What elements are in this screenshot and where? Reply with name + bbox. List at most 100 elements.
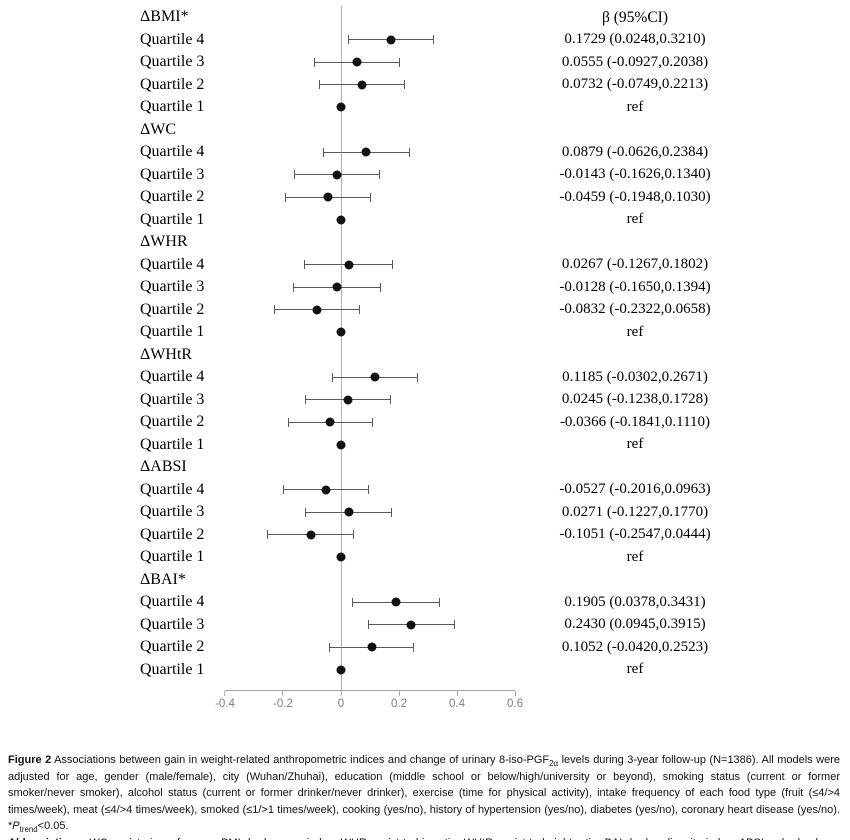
beta-ci-value: 0.1905 (0.0378,0.3431) [564,593,706,610]
beta-ci-value: -0.0143 (-0.1626,0.1340) [559,166,711,183]
beta-ci-value: -0.0527 (-0.2016,0.0963) [559,481,711,498]
caption-p-subscript: trend [19,825,38,835]
plot-cell [225,659,515,682]
axis-tick-mark [456,691,458,696]
plot-cell [225,231,515,254]
plot-cell [225,74,515,97]
plot-cell [225,276,515,299]
group-header-row: ΔWHtR [0,344,850,367]
quartile-label: Quartile 4 [140,255,205,273]
axis-tick-mark [398,691,400,696]
beta-ci-value: ref [626,211,644,228]
plot-cell [225,254,515,277]
figure-caption: Figure 2 Associations between gain in we… [0,752,850,840]
caption-subscript-2a: 2α [549,759,559,769]
plot-cell [225,614,515,637]
axis-tick: 0.2 [391,691,407,711]
abbreviations-text: WC, waist circumference; BMI, body mass … [8,837,840,840]
point-estimate-dot [367,642,376,652]
axis-tick: 0 [338,691,344,711]
point-estimate-dot [370,372,380,382]
caption-p-after: <0.05. [37,820,69,832]
quartile-row: Quartile 2 -0.1051 (-0.2547,0.0444) [0,524,850,547]
point-estimate-dot [332,282,342,292]
quartile-label: Quartile 1 [140,548,205,566]
point-estimate-dot [391,597,401,607]
group-header-row: ΔWHR [0,231,850,254]
point-estimate-dot [357,80,367,90]
axis-tick-label: 0 [337,698,345,710]
quartile-label: Quartile 2 [140,638,205,656]
caption-text-1: Associations between gain in weight-rela… [51,754,550,766]
plot-cell [225,299,515,322]
quartile-label: Quartile 1 [140,210,205,228]
quartile-row: Quartile 4 -0.0527 (-0.2016,0.0963) [0,479,850,502]
quartile-row: Quartile 2 -0.0366 (-0.1841,0.1110) [0,411,850,434]
point-estimate-dot [352,57,362,67]
quartile-label: Quartile 2 [140,75,205,93]
quartile-label: Quartile 4 [140,30,205,48]
quartile-label: Quartile 3 [140,390,205,408]
quartile-label: Quartile 3 [140,53,205,71]
forest-plot-rows: ΔBMI* β (95%CI) Quartile 4 0.1729 (0.0248,0… [0,6,850,690]
group-label: ΔBAI* [140,570,186,588]
abbreviations-paragraph: Abbreviations: WC, waist circumference; … [8,835,840,840]
quartile-label: Quartile 2 [140,188,205,206]
quartile-label: Quartile 3 [140,615,205,633]
beta-ci-value: 0.1185 (-0.0302,0.2671) [562,368,708,385]
point-estimate-dot [344,507,354,517]
quartile-label: Quartile 4 [140,480,205,498]
plot-cell [225,524,515,547]
quartile-row: Quartile 3 0.0555 (-0.0927,0.2038) [0,51,850,74]
quartile-row: Quartile 1 ref [0,546,850,569]
beta-ci-value: ref [626,323,644,340]
x-axis: -0.4 -0.2 0 0.2 0.4 0.6 [215,690,523,720]
plot-cell [225,186,515,209]
point-estimate-dot [343,395,353,405]
caption-p-italic: P [12,820,20,832]
quartile-row: Quartile 1 ref [0,659,850,682]
beta-ci-value: 0.2430 (0.0945,0.3915) [564,616,706,633]
quartile-row: Quartile 1 ref [0,96,850,119]
plot-cell [225,569,515,592]
plot-cell [225,501,515,524]
quartile-row: Quartile 1 ref [0,321,850,344]
quartile-label: Quartile 4 [140,143,205,161]
beta-ci-value: 0.0267 (-0.1267,0.1802) [561,256,709,273]
plot-cell [225,546,515,569]
zero-axis-line [341,6,342,690]
abbreviations-label: Abbreviations: [8,837,85,840]
quartile-row: Quartile 2 -0.0459 (-0.1948,0.1030) [0,186,850,209]
plot-cell [225,344,515,367]
plot-cell [225,591,515,614]
group-header-row: ΔWC [0,119,850,142]
plot-cell [225,141,515,164]
beta-ci-value: 0.1052 (-0.0420,0.2523) [561,638,709,655]
beta-ci-value: -0.0128 (-0.1650,0.1394) [559,278,711,295]
quartile-label: Quartile 2 [140,300,205,318]
point-estimate-dot [336,665,346,675]
quartile-row: Quartile 2 -0.0832 (-0.2322,0.0658) [0,299,850,322]
quartile-row: Quartile 1 ref [0,209,850,232]
plot-cell [225,209,515,232]
plot-cell [225,51,515,74]
plot-cell [225,6,515,29]
quartile-label: Quartile 2 [140,413,205,431]
point-estimate-dot [306,530,316,540]
point-estimate-dot [325,417,335,427]
quartile-label: Quartile 1 [140,98,205,116]
point-estimate-dot [332,170,342,180]
axis-tick-mark [340,691,342,696]
axis-tick-label: 0.2 [391,698,407,710]
plot-cell [225,321,515,344]
point-estimate-dot [344,260,354,270]
quartile-row: Quartile 3 0.0245 (-0.1238,0.1728) [0,389,850,412]
point-estimate-dot [361,147,371,157]
axis-tick: 0.6 [507,691,523,711]
group-header-row: ΔABSI [0,456,850,479]
beta-ci-value: ref [626,661,644,678]
beta-ci-value: 0.0732 (-0.0749,0.2213) [561,76,709,93]
plot-cell [225,164,515,187]
group-header-row: ΔBAI* [0,569,850,592]
axis-tick-mark [282,691,284,696]
